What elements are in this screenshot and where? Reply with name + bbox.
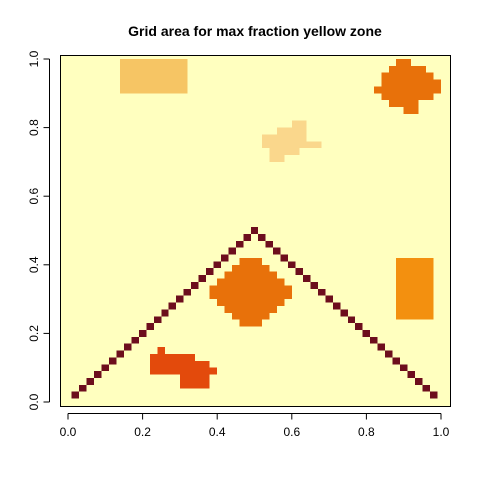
x-tick-label: 0.6: [283, 425, 300, 439]
heatmap-cell-row: [150, 360, 210, 368]
heatmap-cell-row: [381, 79, 441, 87]
heatmap-cell-row: [224, 305, 277, 313]
heatmap-cell-row: [217, 278, 285, 286]
heatmap-cell-row: [388, 65, 427, 73]
line-point: [295, 268, 303, 276]
line-point: [362, 329, 371, 337]
line-point: [302, 275, 311, 282]
x-tick-label: 0.2: [134, 425, 151, 439]
line-point: [317, 288, 326, 296]
line-point: [399, 364, 408, 372]
line-point: [258, 233, 266, 241]
line-point: [183, 288, 192, 296]
y-tick-label: 0.0: [27, 393, 41, 410]
x-tick-label: 0.4: [209, 425, 226, 439]
heatmap-cell-row: [209, 292, 292, 300]
line-point: [280, 254, 289, 262]
y-tick-label: 0.2: [27, 325, 41, 342]
line-point: [198, 275, 207, 282]
line-point: [168, 302, 177, 310]
line-point: [161, 309, 169, 317]
line-point: [228, 247, 236, 255]
line-point: [347, 316, 356, 324]
heatmap-cell-row: [276, 127, 307, 135]
line-point: [273, 247, 281, 255]
y-tick-label: 0.4: [27, 256, 41, 273]
heatmap-cell-row: [232, 312, 270, 320]
heatmap-cell-row: [150, 353, 195, 361]
heatmap-cell-row: [239, 257, 262, 265]
plot-frame: [60, 55, 451, 407]
heatmap-cell-row: [179, 381, 210, 389]
heatmap-cell-row: [224, 271, 277, 279]
line-point: [101, 364, 110, 372]
heatmap-cell-row: [232, 264, 270, 272]
heatmap-cell-row: [209, 285, 292, 293]
y-tick-label: 1.0: [27, 50, 41, 67]
line-point: [288, 261, 296, 269]
line-point: [265, 240, 274, 248]
heatmap-cell-row: [403, 107, 419, 114]
heatmap-cell-row: [291, 120, 307, 128]
heatmap-cell-row: [388, 100, 419, 108]
line-point: [429, 391, 438, 399]
line-point: [377, 343, 386, 351]
heatmap-cell-row: [150, 367, 218, 375]
line-point: [385, 350, 393, 358]
heatmap-cell-row: [381, 72, 434, 80]
heatmap-cells: [71, 59, 441, 399]
line-point: [71, 391, 80, 399]
line-point: [310, 281, 318, 289]
heatmap-region: [120, 59, 188, 94]
y-tick-label: 0.6: [27, 188, 41, 205]
line-point: [250, 227, 259, 234]
heatmap-cell-row: [381, 93, 434, 101]
x-tick-label: 1.0: [433, 425, 450, 439]
heatmap-cell-row: [396, 59, 412, 66]
line-point: [213, 261, 221, 269]
line-point: [153, 316, 162, 324]
line-point: [392, 357, 400, 365]
x-tick-label: 0.8: [358, 425, 375, 439]
chart-title: Grid area for max fraction yellow zone: [128, 23, 382, 39]
line-point: [355, 323, 363, 330]
y-tick-label: 0.8: [27, 119, 41, 136]
heatmap-cell-row: [239, 319, 262, 327]
heatmap-cell-row: [261, 134, 307, 142]
line-point: [109, 357, 117, 365]
line-point: [94, 371, 102, 378]
line-point: [220, 254, 229, 262]
heatmap-cell-row: [217, 299, 285, 306]
heatmap-cell-row: [373, 86, 441, 94]
heatmap-cell-row: [179, 374, 210, 382]
line-point: [340, 309, 348, 317]
heatmap-cell-row: [269, 155, 285, 162]
heatmap-cell-row: [269, 148, 300, 156]
axes: 0.0 0.2 0.4 0.6 0.8 1.0 0.0 0.2 0.4 0.6 0.8 1.0: [27, 50, 450, 439]
heatmap-region: [396, 257, 434, 320]
line-point: [116, 350, 124, 358]
line-point: [206, 268, 214, 276]
x-tick-label: 0.0: [60, 425, 77, 439]
line-point: [191, 281, 199, 289]
line-point: [422, 384, 430, 392]
line-point: [123, 343, 132, 351]
line-point: [407, 371, 415, 378]
line-point: [332, 302, 341, 310]
line-point: [235, 240, 244, 248]
line-point: [176, 295, 184, 303]
line-point: [86, 377, 95, 385]
line-point: [325, 295, 333, 303]
line-point: [146, 323, 154, 330]
line-point: [138, 329, 147, 337]
line-point: [79, 384, 87, 392]
heatmap-cell-row: [261, 141, 322, 149]
line-point: [131, 336, 139, 344]
line-point: [414, 377, 423, 385]
heatmap-cell-row: [157, 347, 165, 354]
line-point: [243, 233, 251, 241]
line-point: [370, 336, 378, 344]
